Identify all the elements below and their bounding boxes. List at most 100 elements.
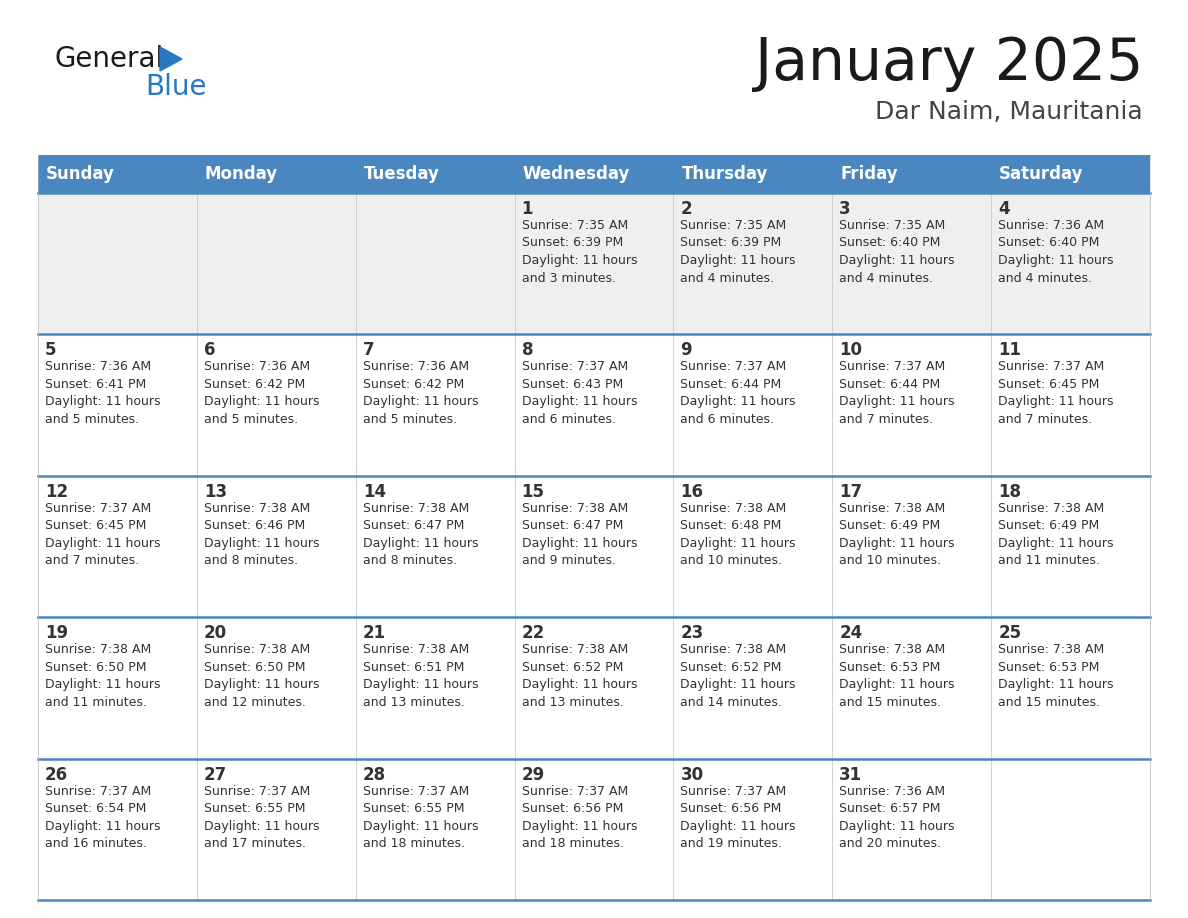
Text: 1: 1	[522, 200, 533, 218]
Text: 2: 2	[681, 200, 693, 218]
FancyBboxPatch shape	[991, 155, 1150, 193]
Text: Thursday: Thursday	[682, 165, 767, 183]
Text: Dar Naim, Mauritania: Dar Naim, Mauritania	[876, 100, 1143, 124]
FancyBboxPatch shape	[355, 758, 514, 900]
FancyBboxPatch shape	[674, 617, 833, 758]
Text: Sunrise: 7:37 AM: Sunrise: 7:37 AM	[522, 361, 627, 374]
Text: Daylight: 11 hours: Daylight: 11 hours	[839, 396, 955, 409]
Text: Daylight: 11 hours: Daylight: 11 hours	[204, 820, 320, 833]
Text: Sunset: 6:48 PM: Sunset: 6:48 PM	[681, 520, 782, 532]
Text: and 6 minutes.: and 6 minutes.	[522, 413, 615, 426]
Text: Daylight: 11 hours: Daylight: 11 hours	[204, 678, 320, 691]
Polygon shape	[160, 47, 182, 71]
FancyBboxPatch shape	[38, 193, 197, 334]
FancyBboxPatch shape	[674, 193, 833, 334]
Text: Sunset: 6:44 PM: Sunset: 6:44 PM	[839, 378, 941, 391]
Text: Sunset: 6:45 PM: Sunset: 6:45 PM	[998, 378, 1100, 391]
Text: 7: 7	[362, 341, 374, 360]
Text: Daylight: 11 hours: Daylight: 11 hours	[839, 820, 955, 833]
Text: 21: 21	[362, 624, 386, 643]
FancyBboxPatch shape	[355, 617, 514, 758]
Text: and 14 minutes.: and 14 minutes.	[681, 696, 783, 709]
Text: Sunrise: 7:37 AM: Sunrise: 7:37 AM	[362, 785, 469, 798]
Text: and 5 minutes.: and 5 minutes.	[204, 413, 298, 426]
Text: Sunset: 6:55 PM: Sunset: 6:55 PM	[204, 802, 305, 815]
Text: Sunset: 6:49 PM: Sunset: 6:49 PM	[839, 520, 941, 532]
Text: Sunrise: 7:37 AM: Sunrise: 7:37 AM	[522, 785, 627, 798]
Text: and 5 minutes.: and 5 minutes.	[362, 413, 457, 426]
Text: 4: 4	[998, 200, 1010, 218]
Text: Daylight: 11 hours: Daylight: 11 hours	[362, 820, 479, 833]
Text: Daylight: 11 hours: Daylight: 11 hours	[839, 254, 955, 267]
Text: and 4 minutes.: and 4 minutes.	[839, 272, 934, 285]
FancyBboxPatch shape	[197, 155, 355, 193]
FancyBboxPatch shape	[514, 617, 674, 758]
Text: Saturday: Saturday	[999, 165, 1083, 183]
Text: 26: 26	[45, 766, 68, 784]
Text: Wednesday: Wednesday	[523, 165, 630, 183]
Text: 29: 29	[522, 766, 545, 784]
Text: Friday: Friday	[840, 165, 898, 183]
Text: Daylight: 11 hours: Daylight: 11 hours	[362, 678, 479, 691]
Text: Sunset: 6:55 PM: Sunset: 6:55 PM	[362, 802, 465, 815]
FancyBboxPatch shape	[355, 155, 514, 193]
Text: Sunset: 6:39 PM: Sunset: 6:39 PM	[522, 237, 623, 250]
Text: and 7 minutes.: and 7 minutes.	[998, 413, 1092, 426]
FancyBboxPatch shape	[991, 193, 1150, 334]
FancyBboxPatch shape	[833, 334, 991, 476]
Text: Sunrise: 7:36 AM: Sunrise: 7:36 AM	[998, 219, 1105, 232]
Text: 11: 11	[998, 341, 1022, 360]
Text: 25: 25	[998, 624, 1022, 643]
Text: Sunrise: 7:38 AM: Sunrise: 7:38 AM	[362, 644, 469, 656]
Text: Sunrise: 7:38 AM: Sunrise: 7:38 AM	[839, 644, 946, 656]
FancyBboxPatch shape	[197, 334, 355, 476]
FancyBboxPatch shape	[197, 193, 355, 334]
FancyBboxPatch shape	[674, 758, 833, 900]
Text: and 15 minutes.: and 15 minutes.	[839, 696, 941, 709]
Text: and 15 minutes.: and 15 minutes.	[998, 696, 1100, 709]
Text: and 13 minutes.: and 13 minutes.	[522, 696, 624, 709]
Text: Daylight: 11 hours: Daylight: 11 hours	[839, 678, 955, 691]
Text: Sunset: 6:43 PM: Sunset: 6:43 PM	[522, 378, 623, 391]
Text: and 4 minutes.: and 4 minutes.	[998, 272, 1092, 285]
Text: Sunset: 6:50 PM: Sunset: 6:50 PM	[45, 661, 146, 674]
Text: Tuesday: Tuesday	[364, 165, 440, 183]
Text: Sunset: 6:56 PM: Sunset: 6:56 PM	[522, 802, 623, 815]
Text: Sunrise: 7:36 AM: Sunrise: 7:36 AM	[45, 361, 151, 374]
Text: Sunset: 6:42 PM: Sunset: 6:42 PM	[362, 378, 465, 391]
FancyBboxPatch shape	[833, 617, 991, 758]
Text: and 16 minutes.: and 16 minutes.	[45, 837, 147, 850]
Text: 3: 3	[839, 200, 851, 218]
Text: Sunrise: 7:37 AM: Sunrise: 7:37 AM	[45, 502, 151, 515]
Text: 20: 20	[204, 624, 227, 643]
Text: Sunset: 6:52 PM: Sunset: 6:52 PM	[522, 661, 623, 674]
Text: and 6 minutes.: and 6 minutes.	[681, 413, 775, 426]
Text: 16: 16	[681, 483, 703, 501]
FancyBboxPatch shape	[674, 155, 833, 193]
Text: Sunday: Sunday	[46, 165, 115, 183]
Text: Sunrise: 7:37 AM: Sunrise: 7:37 AM	[681, 785, 786, 798]
FancyBboxPatch shape	[833, 155, 991, 193]
FancyBboxPatch shape	[38, 155, 197, 193]
Text: 30: 30	[681, 766, 703, 784]
Text: Sunrise: 7:38 AM: Sunrise: 7:38 AM	[204, 502, 310, 515]
FancyBboxPatch shape	[514, 155, 674, 193]
Text: 13: 13	[204, 483, 227, 501]
Text: 31: 31	[839, 766, 862, 784]
Text: Sunrise: 7:35 AM: Sunrise: 7:35 AM	[681, 219, 786, 232]
FancyBboxPatch shape	[833, 476, 991, 617]
FancyBboxPatch shape	[514, 476, 674, 617]
Text: Daylight: 11 hours: Daylight: 11 hours	[362, 537, 479, 550]
Text: Sunrise: 7:37 AM: Sunrise: 7:37 AM	[681, 361, 786, 374]
FancyBboxPatch shape	[355, 334, 514, 476]
Text: Daylight: 11 hours: Daylight: 11 hours	[522, 396, 637, 409]
Text: Sunset: 6:53 PM: Sunset: 6:53 PM	[839, 661, 941, 674]
FancyBboxPatch shape	[514, 334, 674, 476]
Text: Sunrise: 7:38 AM: Sunrise: 7:38 AM	[839, 502, 946, 515]
Text: 8: 8	[522, 341, 533, 360]
Text: Sunrise: 7:38 AM: Sunrise: 7:38 AM	[522, 644, 627, 656]
Text: Sunset: 6:46 PM: Sunset: 6:46 PM	[204, 520, 305, 532]
FancyBboxPatch shape	[514, 193, 674, 334]
Text: January 2025: January 2025	[754, 35, 1143, 92]
Text: Daylight: 11 hours: Daylight: 11 hours	[45, 678, 160, 691]
